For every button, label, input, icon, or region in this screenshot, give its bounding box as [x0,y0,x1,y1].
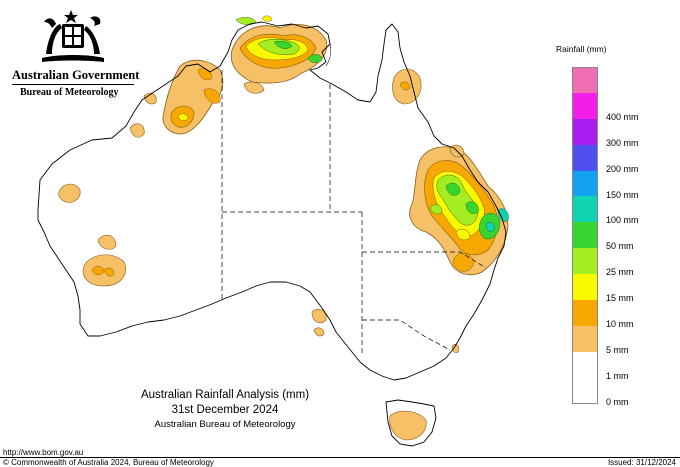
legend-label: 200 mm [606,163,639,174]
legend-item [572,67,672,93]
legend-item: 150 mm [572,170,672,200]
copyright-text: © Commonwealth of Australia 2024, Bureau… [3,458,214,467]
legend-swatch [572,170,598,197]
legend-label: 150 mm [606,189,639,200]
legend-swatch [572,196,598,223]
australia-outline [37,21,507,381]
legend-item: 1 mm [572,351,672,381]
state-borders [221,70,487,354]
legend-swatch [572,144,598,171]
legend-swatch [572,300,598,326]
legend-swatch [572,274,598,301]
legend-item: 5 mm [572,325,672,355]
issued-date: Issued: 31/12/2024 [607,458,676,467]
legend-swatch [572,67,598,93]
logo-divider [12,84,134,85]
map-date: 31st December 2024 [171,404,279,416]
legend-label: 15 mm [606,293,634,304]
rain-patch-wa-pilbara [58,183,81,203]
legend-swatch [572,325,598,352]
legend-label: 400 mm [606,111,639,122]
legend-item: 200 mm [572,144,672,174]
bureau-name: Bureau of Meteorology [20,87,119,98]
legend-label: 0 mm [606,396,629,407]
map-titles: Australian Rainfall Analysis (mm) 31st D… [100,388,350,431]
legend-item: 25 mm [572,248,672,278]
legend-swatch [572,351,598,378]
government-name: Australian Government [12,68,140,82]
government-logo: Australian Government Bureau of Meteorol… [8,8,140,98]
rainfall-patches [58,15,509,441]
legend-item: 15 mm [572,274,672,304]
map-source: Australian Bureau of Meteorology [154,419,296,430]
legend-label: 100 mm [606,215,639,226]
legend-item: 10 mm [572,300,672,330]
legend-label: 300 mm [606,137,639,148]
legend-item: 400 mm [572,92,672,122]
legend-swatch [572,377,598,404]
legend-item: 50 mm [572,222,672,252]
tasmania-outline [385,399,437,447]
legend-swatch [572,222,598,249]
legend-item: 100 mm [572,196,672,226]
legend-item: 0 mm [572,377,672,407]
legend-label: 25 mm [606,267,634,278]
bom-url-link[interactable]: http://www.bom.gov.au [3,448,84,457]
rainfall-legend: 400 mm 300 mm 200 mm 150 mm 100 mm 50 mm 25 mm… [572,67,672,407]
legend-label: 5 mm [606,344,629,355]
legend-label: 10 mm [606,319,634,330]
legend-swatch [572,248,598,275]
legend-label: 1 mm [606,370,629,381]
legend-swatch [572,118,598,145]
coat-of-arms-icon [42,10,104,62]
footer-divider [0,457,680,458]
legend-item: 300 mm [572,118,672,148]
map-title: Australian Rainfall Analysis (mm) [140,389,310,401]
legend-label: 50 mm [606,241,634,252]
legend-title: Rainfall (mm) [556,44,607,54]
legend-swatch [572,92,598,119]
